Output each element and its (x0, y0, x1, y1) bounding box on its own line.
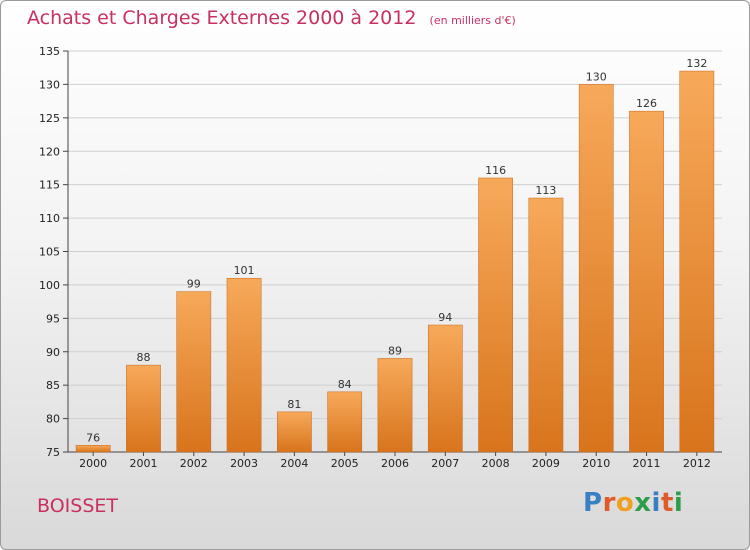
x-tick-label: 2002 (180, 457, 208, 470)
chart-unit: (en milliers d'€) (429, 14, 516, 27)
y-tick-label: 95 (46, 312, 60, 325)
y-tick-label: 105 (39, 246, 60, 259)
data-label: 101 (234, 264, 255, 277)
y-tick-label: 135 (39, 45, 60, 58)
x-tick-label: 2006 (381, 457, 409, 470)
logo-letter: i (673, 488, 684, 518)
y-tick-label: 110 (39, 212, 60, 225)
x-tick-label: 2001 (129, 457, 157, 470)
data-label: 113 (535, 184, 556, 197)
data-label: 126 (636, 97, 657, 110)
chart-title: Achats et Charges Externes 2000 à 2012 (27, 7, 417, 29)
bar-2004 (277, 411, 312, 453)
logo-letter: r (602, 488, 616, 518)
bar-2003 (226, 277, 262, 453)
data-label: 132 (686, 57, 707, 70)
x-tick-label: 2009 (532, 457, 560, 470)
x-tick-label: 2005 (331, 457, 359, 470)
x-tick-label: 2010 (582, 457, 610, 470)
y-tick-label: 80 (46, 413, 60, 426)
bar-2005 (327, 391, 363, 453)
data-label: 116 (485, 164, 506, 177)
y-tick-label: 75 (46, 446, 60, 459)
x-tick-label: 2012 (683, 457, 711, 470)
bar-2008 (478, 177, 513, 453)
title-row: Achats et Charges Externes 2000 à 2012 (… (27, 7, 516, 29)
y-tick-label: 120 (39, 145, 60, 158)
logo-letter: x (634, 488, 652, 518)
x-tick-label: 2004 (280, 457, 308, 470)
y-tick-label: 100 (39, 279, 60, 292)
data-label: 81 (287, 398, 301, 411)
bar-2009 (528, 197, 564, 453)
bar-2011 (629, 110, 664, 453)
y-tick-label: 115 (39, 179, 60, 192)
data-label: 89 (388, 344, 402, 357)
bar-2001 (126, 364, 161, 453)
data-label: 130 (586, 70, 607, 83)
labels: 75 80 85 90 95 100 105 110 115 120 125 130 135 2000 76… (39, 45, 711, 470)
x-tick-label: 2000 (79, 457, 107, 470)
logo-letter: t (660, 488, 674, 518)
y-tick-label: 125 (39, 112, 60, 125)
x-tick-label: 2008 (482, 457, 510, 470)
proxiti-logo[interactable]: Proxiti (583, 488, 683, 518)
x-tick-label: 2011 (633, 457, 661, 470)
y-tick-label: 85 (46, 379, 60, 392)
logo-letter: P (583, 488, 603, 518)
data-label: 94 (438, 311, 452, 324)
logo-letter: i (651, 488, 661, 518)
data-label: 84 (338, 378, 352, 391)
bar-2012 (679, 70, 715, 453)
data-label: 99 (187, 278, 201, 291)
x-tick-label: 2007 (431, 457, 459, 470)
bar-2007 (427, 324, 463, 453)
data-label: 76 (86, 431, 100, 444)
bars (75, 70, 715, 453)
y-tick-label: 130 (39, 78, 60, 91)
commune-name: BOISSET (37, 495, 118, 517)
logo-letter: o (615, 488, 635, 518)
data-label: 88 (136, 351, 150, 364)
bar-2010 (578, 84, 614, 453)
bar-2002 (176, 291, 212, 453)
y-tick-label: 90 (46, 346, 60, 359)
bar-2000 (75, 445, 111, 453)
x-tick-label: 2003 (230, 457, 258, 470)
bar-2006 (377, 358, 413, 453)
